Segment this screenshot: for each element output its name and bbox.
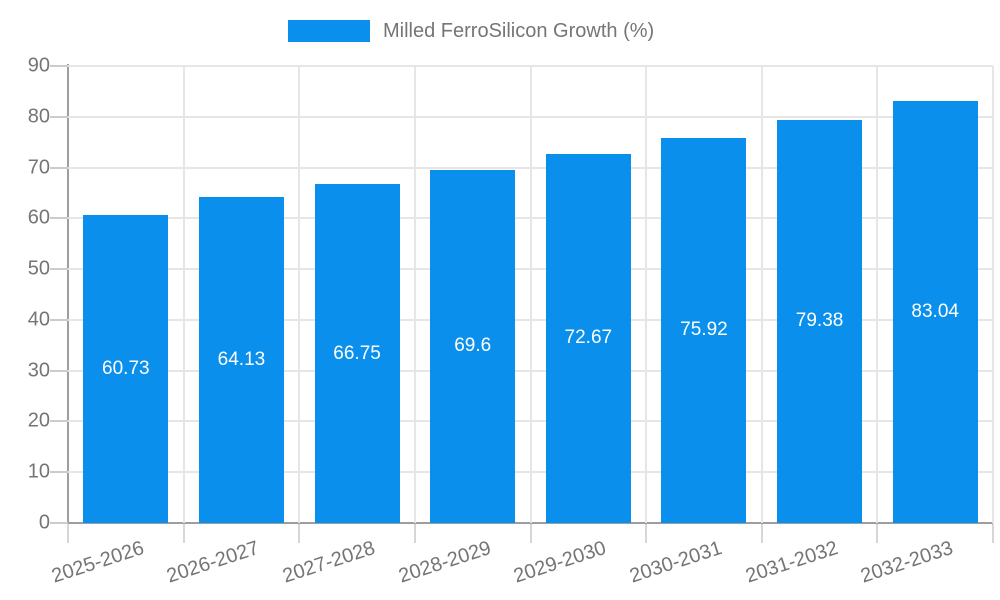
y-tick [50, 65, 68, 67]
bar-value-label: 66.75 [333, 342, 381, 364]
y-tick-label: 20 [27, 409, 50, 432]
bar[interactable] [83, 214, 169, 523]
v-gridline [182, 66, 185, 523]
v-gridline [760, 66, 763, 523]
y-axis-line [67, 64, 69, 543]
x-tick [298, 524, 301, 543]
x-tick [67, 524, 69, 543]
y-tick [50, 166, 68, 169]
y-tick-label: 80 [27, 105, 50, 128]
bar[interactable] [892, 101, 978, 523]
x-tick [182, 524, 185, 543]
bar-value-label: 69.6 [454, 335, 492, 357]
legend-swatch[interactable] [288, 20, 370, 42]
x-tick [645, 524, 648, 543]
plot-area: 60.73 2025-2026 64.13 2026-2027 66.75 2027-20… [49, 65, 994, 587]
v-gridline [298, 66, 301, 523]
x-tick [529, 524, 532, 543]
y-tick-label: 10 [27, 460, 50, 483]
v-gridline [645, 66, 648, 523]
x-tick [760, 524, 763, 543]
bar-value-label: 75.92 [680, 319, 728, 341]
bar[interactable] [430, 169, 516, 523]
y-tick-label: 70 [27, 156, 50, 179]
y-tick-label: 50 [27, 257, 50, 280]
y-tick [50, 420, 68, 423]
y-tick-label: 40 [27, 308, 50, 331]
y-tick [50, 369, 68, 372]
v-gridline [876, 66, 879, 523]
bar-value-label: 72.67 [564, 327, 613, 349]
x-tick [992, 524, 994, 543]
x-tick [413, 524, 416, 543]
y-tick [50, 115, 68, 118]
y-tick-label: 0 [38, 511, 50, 534]
bar[interactable] [777, 119, 863, 523]
v-gridline [413, 66, 416, 523]
x-axis-line [67, 522, 993, 524]
bar[interactable] [198, 197, 284, 523]
legend-label: Milled FerroSilicon Growth (%) [383, 20, 655, 42]
y-tick-label: 30 [27, 359, 50, 382]
bar[interactable] [545, 154, 631, 523]
legend[interactable]: Milled FerroSilicon Growth (%) [288, 19, 654, 43]
y-tick-label: 60 [27, 206, 50, 229]
bar-value-label: 79.38 [795, 310, 844, 332]
bar-value-label: 64.13 [217, 349, 266, 371]
y-tick [50, 318, 68, 321]
y-tick [50, 471, 68, 474]
bar-value-label: 83.04 [911, 301, 959, 323]
v-gridline [529, 66, 532, 523]
bar-value-label: 60.73 [102, 357, 150, 379]
y-tick [50, 217, 68, 220]
y-tick-label: 90 [27, 54, 50, 77]
bar[interactable] [314, 184, 400, 523]
bar[interactable] [661, 137, 747, 523]
x-tick [876, 524, 879, 543]
y-tick [50, 522, 68, 524]
y-tick [50, 268, 68, 271]
v-gridline [992, 66, 994, 523]
